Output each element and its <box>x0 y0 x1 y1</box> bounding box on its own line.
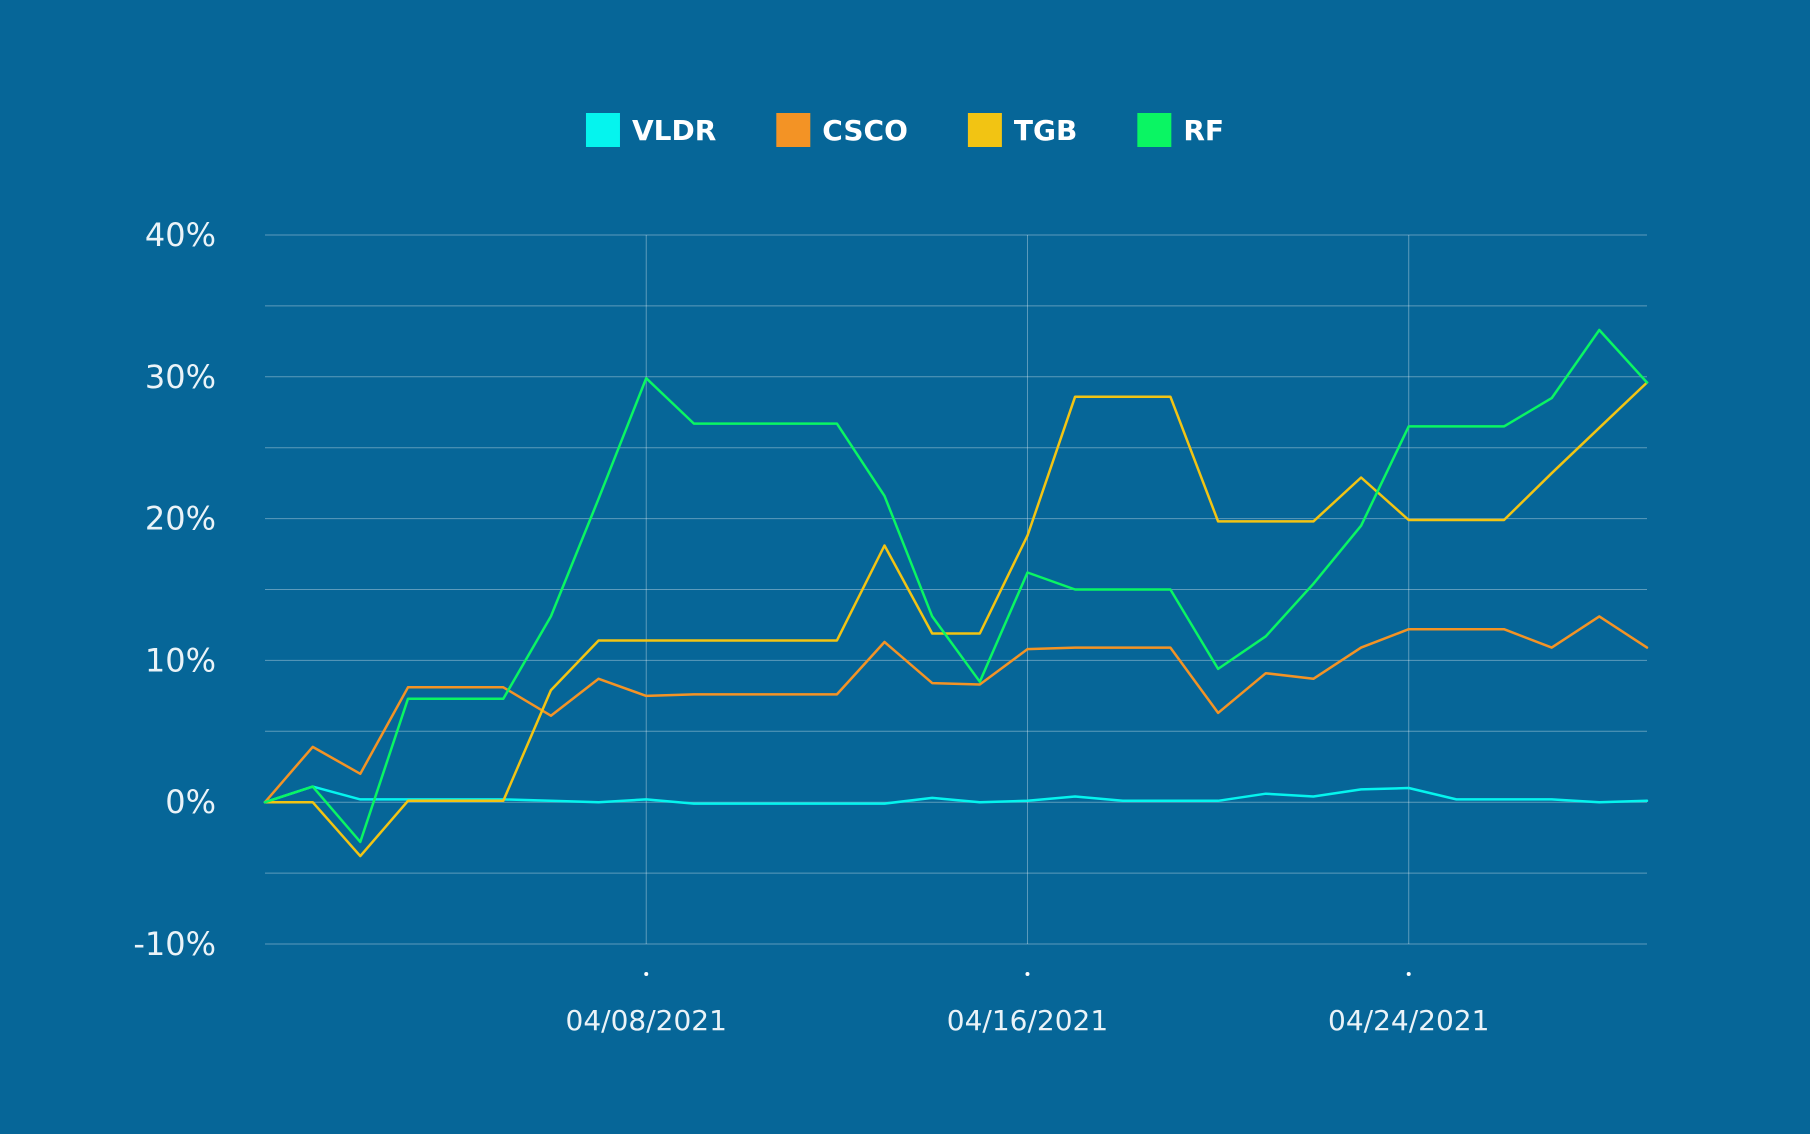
legend-swatch-rf <box>1137 113 1172 147</box>
horizontal-gridlines <box>265 234 1647 945</box>
y-tick-label: 0% <box>165 783 216 821</box>
series-line-vldr <box>263 785 1649 805</box>
legend-label-vldr: VLDR <box>632 114 716 147</box>
series-lines <box>263 328 1649 858</box>
x-tick-dot <box>1406 972 1411 976</box>
legend-label-csco: CSCO <box>822 114 908 147</box>
legend-swatch-csco <box>776 113 811 147</box>
vertical-gridlines <box>644 235 1411 976</box>
legend-swatch-tgb <box>967 113 1002 147</box>
x-tick-label: 04/16/2021 <box>947 1004 1108 1037</box>
x-tick-dot <box>1025 972 1030 976</box>
legend: VLDR CSCO TGB RF <box>585 113 1224 147</box>
y-tick-label: 40% <box>145 216 216 254</box>
series-line-tgb <box>263 381 1649 858</box>
legend-swatch-vldr <box>585 113 620 147</box>
series-line-rf <box>263 328 1649 844</box>
y-axis-tick-labels: 40% 30% 20% 10% 0% -10% <box>133 216 216 963</box>
x-tick-label: 04/24/2021 <box>1328 1004 1489 1037</box>
legend-label-tgb: TGB <box>1014 114 1077 147</box>
x-tick-label: 04/08/2021 <box>566 1004 727 1037</box>
series-line-csco <box>263 615 1649 804</box>
legend-label-rf: RF <box>1183 114 1224 147</box>
y-tick-label: 30% <box>145 358 216 396</box>
x-tick-dot <box>644 972 649 976</box>
x-axis-tick-labels: 04/08/2021 04/16/2021 04/24/2021 <box>566 1004 1490 1037</box>
y-tick-label: 20% <box>145 500 216 538</box>
y-tick-label: -10% <box>133 925 216 963</box>
y-tick-label: 10% <box>145 641 216 679</box>
